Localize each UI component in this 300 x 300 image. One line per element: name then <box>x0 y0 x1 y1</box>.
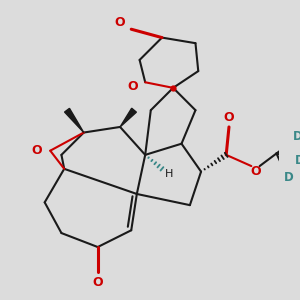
Text: D: D <box>295 154 300 167</box>
Polygon shape <box>120 108 136 127</box>
Text: O: O <box>127 80 138 93</box>
Text: D: D <box>292 130 300 143</box>
Text: D: D <box>284 171 294 184</box>
Text: O: O <box>250 165 261 178</box>
Text: H: H <box>165 169 173 179</box>
Polygon shape <box>64 108 84 133</box>
Text: O: O <box>92 276 103 289</box>
Text: O: O <box>115 16 125 29</box>
Text: O: O <box>224 111 234 124</box>
Text: O: O <box>31 144 42 157</box>
